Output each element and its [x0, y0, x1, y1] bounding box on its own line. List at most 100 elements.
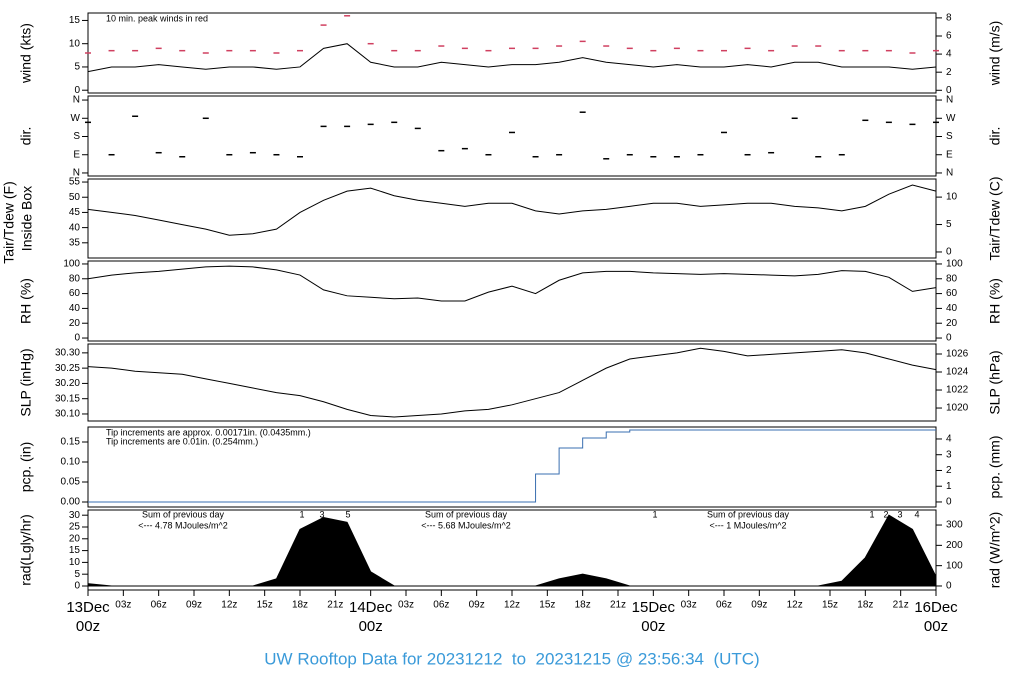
y2-tick-label: 1 — [946, 481, 952, 492]
annotation: <--- 5.68 MJoules/m^2 — [421, 520, 511, 530]
x-tick-label: 12z — [504, 600, 520, 611]
y-tick-label: 30.20 — [55, 378, 80, 389]
annotation: Tip increments are 0.01in. (0.254mm.) — [106, 436, 258, 446]
y-axis-label: pcp. (in) — [18, 442, 34, 493]
x-tick-label: 21z — [893, 600, 909, 611]
y2-tick-label: 5 — [946, 219, 952, 230]
x-tick-label: 15z — [539, 600, 555, 611]
y2-tick-label: 6 — [946, 31, 952, 42]
y-tick-label: 10 — [69, 557, 81, 568]
line — [87, 184, 937, 236]
y2-tick-label: 1024 — [946, 367, 969, 378]
x-tick-label: 15z — [822, 600, 838, 611]
panel-frame — [87, 178, 937, 259]
x-tick-label: 21z — [327, 600, 343, 611]
y2-tick-label: 4 — [946, 49, 952, 60]
y2-tick-label: 1020 — [946, 403, 969, 414]
y-tick-label: W — [71, 113, 81, 124]
area — [87, 514, 937, 587]
y2-axis-label: RH (%) — [987, 278, 1003, 324]
y-axis-label: RH (%) — [18, 278, 34, 324]
y2-tick-label: 300 — [946, 520, 963, 531]
y2-axis-label: wind (m/s) — [987, 21, 1003, 87]
annotation: Sum of previous day — [142, 509, 225, 519]
date-label: 16Dec — [914, 599, 958, 616]
panel-frame — [87, 426, 937, 508]
y2-tick-label: W — [946, 113, 956, 124]
x-tick-label: 15z — [257, 600, 273, 611]
y2-tick-label: 0 — [946, 581, 952, 592]
annotation: 3 — [319, 509, 324, 519]
panel-frame — [87, 343, 937, 422]
y-axis-label: SLP (inHg) — [18, 348, 34, 416]
x-tick-label: 03z — [398, 600, 414, 611]
y-tick-label: 40 — [69, 303, 81, 314]
y-tick-label: N — [73, 95, 80, 106]
y2-axis-label: pcp. (mm) — [987, 436, 1003, 499]
x-tick-label: 09z — [751, 600, 767, 611]
x-tick-label: 12z — [787, 600, 803, 611]
annotation: <--- 4.78 MJoules/m^2 — [138, 520, 228, 530]
x-tick-label: 00z — [924, 618, 948, 635]
y-tick-label: 0.15 — [61, 437, 81, 448]
y2-tick-label: 0 — [946, 247, 952, 258]
y-tick-label: 5 — [74, 569, 80, 580]
y-axis-label: Inside Box — [19, 186, 35, 251]
y-axis-label: wind (kts) — [18, 23, 34, 84]
y2-tick-label: 60 — [946, 288, 958, 299]
x-tick-label: 06z — [151, 600, 167, 611]
y2-tick-label: 3 — [946, 449, 952, 460]
y-tick-label: 0.05 — [61, 477, 81, 488]
y-tick-label: 0 — [74, 581, 80, 592]
annotation: 5 — [345, 509, 350, 519]
y-axis-label: rad(Lgly/hr) — [18, 514, 34, 586]
annotation: 10 min. peak winds in red — [106, 13, 208, 23]
annotation: <--- 1 MJoules/m^2 — [710, 520, 787, 530]
y2-tick-label: 2 — [946, 67, 952, 78]
y2-tick-label: N — [946, 168, 953, 179]
y-axis-label: Tair/Tdew (F) — [1, 181, 17, 263]
y-tick-label: 5 — [74, 62, 80, 73]
y-tick-label: 30.15 — [55, 393, 80, 404]
panel-frame — [87, 95, 937, 177]
y-tick-label: 30.30 — [55, 348, 80, 359]
x-tick-label: 03z — [115, 600, 131, 611]
x-tick-label: 18z — [292, 600, 308, 611]
x-tick-label: 21z — [610, 600, 626, 611]
y-tick-label: 80 — [69, 273, 81, 284]
y-tick-label: S — [73, 131, 80, 142]
y-tick-label: 25 — [69, 522, 81, 533]
y2-tick-label: 20 — [946, 318, 958, 329]
x-tick-label: 18z — [575, 600, 591, 611]
chart-title: UW Rooftop Data for 20231212 to 20231215… — [264, 649, 759, 668]
x-tick-label: 00z — [641, 618, 665, 635]
annotation: 1 — [299, 509, 304, 519]
y-tick-label: 55 — [69, 177, 81, 188]
y-tick-label: 0 — [74, 85, 80, 96]
line — [87, 265, 937, 302]
y-tick-label: 30.10 — [55, 409, 80, 420]
line — [88, 429, 936, 503]
y-tick-label: 50 — [69, 192, 81, 203]
y-tick-label: 40 — [69, 222, 81, 233]
y2-tick-label: 1026 — [946, 349, 969, 360]
x-tick-label: 03z — [681, 600, 697, 611]
annotation: Sum of previous day — [707, 509, 790, 519]
y2-tick-label: 100 — [946, 259, 963, 270]
annotation: 1 — [652, 509, 657, 519]
x-tick-label: 18z — [857, 600, 873, 611]
annotation: 3 — [897, 509, 902, 519]
y2-tick-label: 8 — [946, 13, 952, 24]
annotation: 1 — [869, 509, 874, 519]
y2-axis-label: rad (W/m^2) — [987, 512, 1003, 589]
x-tick-label: 09z — [469, 600, 485, 611]
y2-tick-label: 80 — [946, 273, 958, 284]
y2-tick-label: 0 — [946, 333, 952, 344]
annotation: Sum of previous day — [425, 509, 508, 519]
y2-tick-label: 0 — [946, 497, 952, 508]
y-tick-label: 10 — [69, 38, 81, 49]
x-tick-label: 00z — [359, 618, 383, 635]
y-tick-label: 20 — [69, 318, 81, 329]
annotation: Tip increments are approx. 0.00171in. (0… — [106, 427, 311, 437]
